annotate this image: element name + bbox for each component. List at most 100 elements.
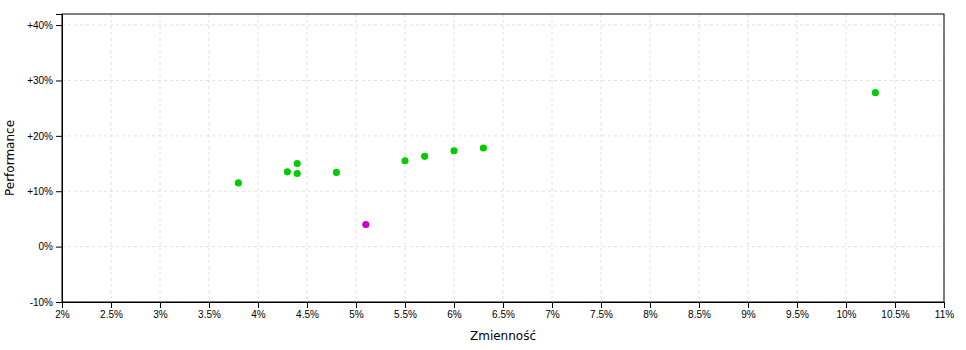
axis-line <box>63 303 945 309</box>
grid-line-y <box>62 25 944 26</box>
point <box>401 157 408 164</box>
grid-line-x <box>601 14 602 302</box>
x-tick-mark <box>111 302 112 308</box>
grid-line-x <box>748 14 749 302</box>
plot-frame <box>62 14 944 302</box>
x-tick-mark <box>748 302 749 308</box>
x-tick-label: 8% <box>643 309 658 320</box>
y-tick-label: +10% <box>27 186 53 197</box>
grid-line-x <box>797 14 798 302</box>
x-tick-label: 4.5% <box>296 309 319 320</box>
y-tick: +40% <box>27 20 62 31</box>
grid-line-x <box>846 14 847 302</box>
x-tick-label: 4% <box>251 309 266 320</box>
x-tick-mark <box>356 302 357 308</box>
x-tick-mark <box>209 302 210 308</box>
x-tick-label: 7.5% <box>590 309 613 320</box>
x-tick-label: 9% <box>741 309 756 320</box>
plot: 2% 2.5% 3% 3.5% 4% 4.5% 5% 5.5% 6% 6.5% 7% 7.5% 8% 8.… <box>27 14 954 320</box>
x-tick-label: 10.5% <box>881 309 909 320</box>
grid-line-y <box>62 246 944 247</box>
grid-line-y <box>62 191 944 192</box>
y-tick: -10% <box>30 297 62 308</box>
grid-line-x <box>307 14 308 302</box>
point <box>362 221 369 228</box>
x-tick: 3.5% <box>198 302 221 320</box>
x-tick-mark <box>944 302 945 308</box>
x-tick-mark <box>650 302 651 308</box>
y-tick-mark <box>56 191 62 192</box>
x-tick-mark <box>405 302 406 308</box>
grid-line-x <box>650 14 651 302</box>
x-tick: 5% <box>349 302 364 320</box>
y-tick-label: -10% <box>30 297 53 308</box>
x-tick-mark <box>797 302 798 308</box>
y-tick-label: +20% <box>27 131 53 142</box>
point <box>235 179 242 186</box>
x-tick-label: 5.5% <box>394 309 417 320</box>
x-tick: 8.5% <box>688 302 711 320</box>
y-tick: +30% <box>27 75 62 86</box>
x-tick: 4% <box>251 302 266 320</box>
grid <box>62 14 944 302</box>
x-tick-mark <box>895 302 896 308</box>
x-tick-mark <box>307 302 308 308</box>
point <box>480 144 487 151</box>
x-tick-label: 10% <box>836 309 856 320</box>
x-tick-label: 2.5% <box>100 309 123 320</box>
x-tick-label: 5% <box>349 309 364 320</box>
grid-line-x <box>209 14 210 302</box>
x-tick: 6% <box>447 302 462 320</box>
y-tick: +20% <box>27 131 62 142</box>
grid-line-x <box>552 14 553 302</box>
grid-line-x <box>160 14 161 302</box>
x-tick-mark <box>160 302 161 308</box>
point <box>450 147 457 154</box>
x-tick: 9% <box>741 302 756 320</box>
grid-line-x <box>699 14 700 302</box>
y-tick: +10% <box>27 186 62 197</box>
x-tick-mark <box>454 302 455 308</box>
y-tick-mark <box>56 302 62 303</box>
y-tick-mark <box>56 25 62 26</box>
point <box>294 160 301 167</box>
grid-line-x <box>503 14 504 302</box>
x-tick: 2.5% <box>100 302 123 320</box>
x-tick-label: 6.5% <box>492 309 515 320</box>
grid-line-x <box>258 14 259 302</box>
x-tick-mark <box>552 302 553 308</box>
x-tick: 11% <box>935 302 954 320</box>
grid-line-x <box>895 14 896 302</box>
series <box>235 89 879 186</box>
x-tick: 10.5% <box>881 302 909 320</box>
x-tick-label: 8.5% <box>688 309 711 320</box>
x-axis: 2% 2.5% 3% 3.5% 4% 4.5% 5% 5.5% 6% 6.5% 7% 7.5% 8% 8.… <box>55 302 954 320</box>
x-tick-label: 3.5% <box>198 309 221 320</box>
x-tick: 10% <box>836 302 856 320</box>
y-axis: -10% 0% +10% +20% +30% +40% <box>27 15 62 308</box>
grid-line-y <box>62 80 944 81</box>
y-tick-mark <box>56 80 62 81</box>
x-tick-mark <box>601 302 602 308</box>
x-tick-label: 9.5% <box>786 309 809 320</box>
series <box>362 221 369 228</box>
point <box>284 168 291 175</box>
marks <box>235 89 879 228</box>
x-tick-label: 2% <box>55 309 70 320</box>
x-tick-mark <box>699 302 700 308</box>
x-tick: 2% <box>55 302 70 320</box>
x-tick-label: 11% <box>935 309 954 320</box>
x-tick: 7% <box>545 302 560 320</box>
point <box>421 153 428 160</box>
x-tick: 4.5% <box>296 302 319 320</box>
y-tick-label: +40% <box>27 20 53 31</box>
x-tick-mark <box>503 302 504 308</box>
y-tick-label: 0% <box>39 241 54 252</box>
x-tick: 6.5% <box>492 302 515 320</box>
grid-line-x <box>454 14 455 302</box>
axis-line <box>56 15 63 303</box>
x-tick: 3% <box>153 302 168 320</box>
x-tick-mark <box>258 302 259 308</box>
x-axis-title: Zmienność <box>470 329 536 343</box>
x-tick-label: 6% <box>447 309 462 320</box>
